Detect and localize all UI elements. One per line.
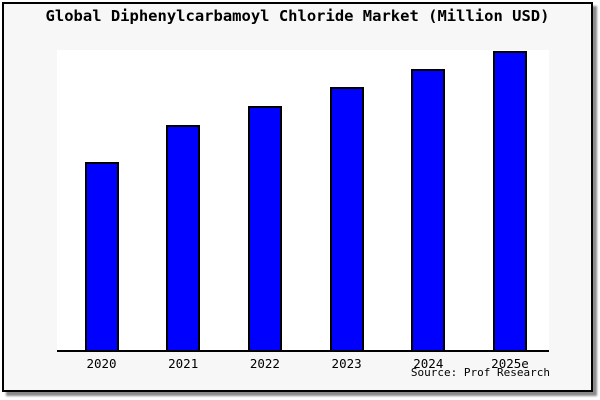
- source-credit: Source: Prof Research: [410, 366, 550, 379]
- x-tick-label-2020: 2020: [86, 356, 117, 371]
- bar-2022: [247, 106, 282, 350]
- x-tick-label-2022: 2022: [249, 356, 280, 371]
- x-tick-label-2023: 2023: [331, 356, 362, 371]
- plot-area: [57, 50, 549, 352]
- bar-2020: [84, 162, 119, 350]
- bar-2021: [166, 125, 201, 350]
- bar-2023: [329, 87, 364, 350]
- chart-title: Global Diphenylcarbamoyl Chloride Market…: [45, 7, 550, 25]
- bar-2024: [411, 69, 446, 350]
- bar-2025e: [493, 51, 527, 350]
- chart-frame: Global Diphenylcarbamoyl Chloride Market…: [2, 2, 593, 392]
- x-tick-label-2021: 2021: [168, 356, 199, 371]
